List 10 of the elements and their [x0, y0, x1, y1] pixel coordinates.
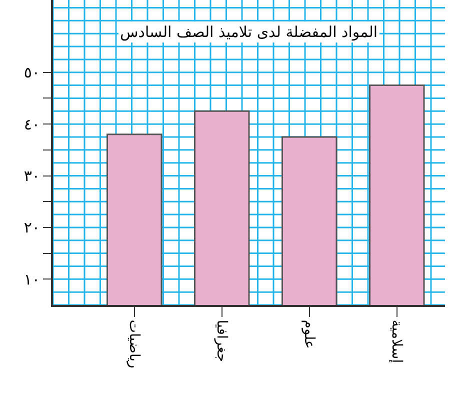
x-tick-label: إسلامية [388, 320, 404, 364]
y-tick-label: ٢٠ [24, 218, 40, 237]
y-tick-label: ٣٠ [24, 167, 40, 186]
y-tick-label: ٤٠ [24, 115, 40, 134]
x-tick-label: رياضيات [126, 320, 142, 368]
x-tick-label: علوم [300, 320, 317, 349]
y-tick-label: ١٠ [24, 270, 40, 288]
x-tick-label: جغرافيا [213, 320, 230, 362]
y-tick-label: ٥٠ [24, 64, 40, 82]
text: المواد المفضلة لدى تلاميذ الصف السادس [120, 23, 378, 41]
